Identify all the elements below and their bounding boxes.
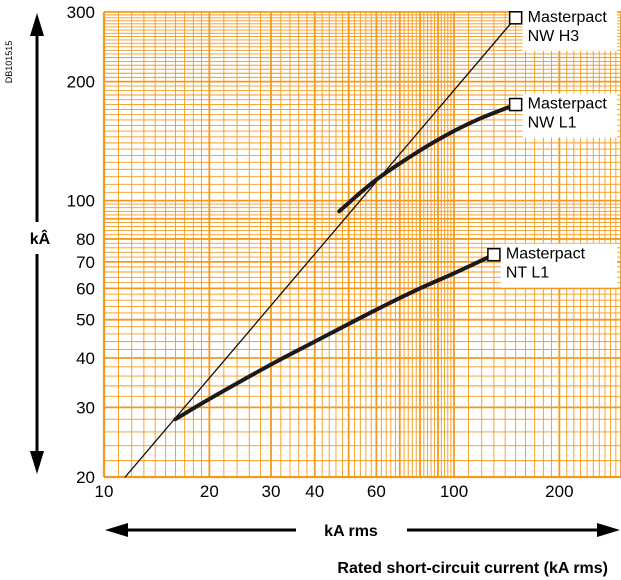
series-line-masterpact-nt-l1	[173, 252, 496, 422]
x-tick-label: 40	[305, 482, 324, 501]
x-axis-label: kA rms	[324, 523, 378, 540]
y-axis-arrow	[30, 13, 44, 474]
series-label-masterpact-nw-h3: Masterpact	[528, 9, 608, 26]
series-line-masterpact-nw-l1	[337, 102, 518, 214]
y-tick-label: 300	[67, 3, 95, 22]
x-tick-label: 200	[545, 482, 573, 501]
y-tick-label: 50	[76, 311, 95, 330]
series-end-marker	[508, 11, 523, 25]
y-tick-label: 100	[67, 192, 95, 211]
x-tick-label: 100	[440, 482, 468, 501]
series-end-marker	[487, 247, 501, 262]
y-tick-label: 20	[76, 468, 95, 487]
series-lines	[124, 17, 518, 478]
y-axis-label: kÂ	[30, 229, 51, 248]
x-axis-caption: Rated short-circuit current (kA rms)	[337, 560, 608, 577]
series-label-bg	[522, 93, 617, 138]
x-tick-label: 30	[262, 482, 281, 501]
series-label-masterpact-nt-l1: NT L1	[506, 265, 549, 282]
y-tick-label: 200	[67, 73, 95, 92]
y-tick-label: 60	[76, 279, 95, 298]
series-labels: Masterpact NW H3 Masterpact NW L1 Masterpact…	[487, 6, 617, 288]
series-label-masterpact-nw-h3: NW H3	[528, 28, 580, 45]
x-axis-arrow	[105, 523, 620, 537]
series-label-masterpact-nw-l1: Masterpact	[528, 96, 608, 113]
y-tick-label: 40	[76, 349, 95, 368]
doc-id: DB101515	[4, 41, 14, 84]
y-tick-label: 70	[76, 253, 95, 272]
series-end-marker	[508, 97, 523, 112]
grid-major	[102, 11, 621, 479]
x-tick-label: 10	[95, 482, 114, 501]
x-tick-label: 60	[367, 482, 386, 501]
y-tick-label: 30	[76, 398, 95, 417]
series-label-bg	[522, 6, 617, 51]
y-tick-label: 80	[76, 230, 95, 249]
series-label-masterpact-nt-l1: Masterpact	[506, 246, 586, 263]
x-tick-label: 20	[200, 482, 219, 501]
series-label-masterpact-nw-l1: NW L1	[528, 115, 577, 132]
series-label-bg	[500, 243, 617, 288]
series-line-masterpact-nw-h3	[124, 17, 517, 478]
